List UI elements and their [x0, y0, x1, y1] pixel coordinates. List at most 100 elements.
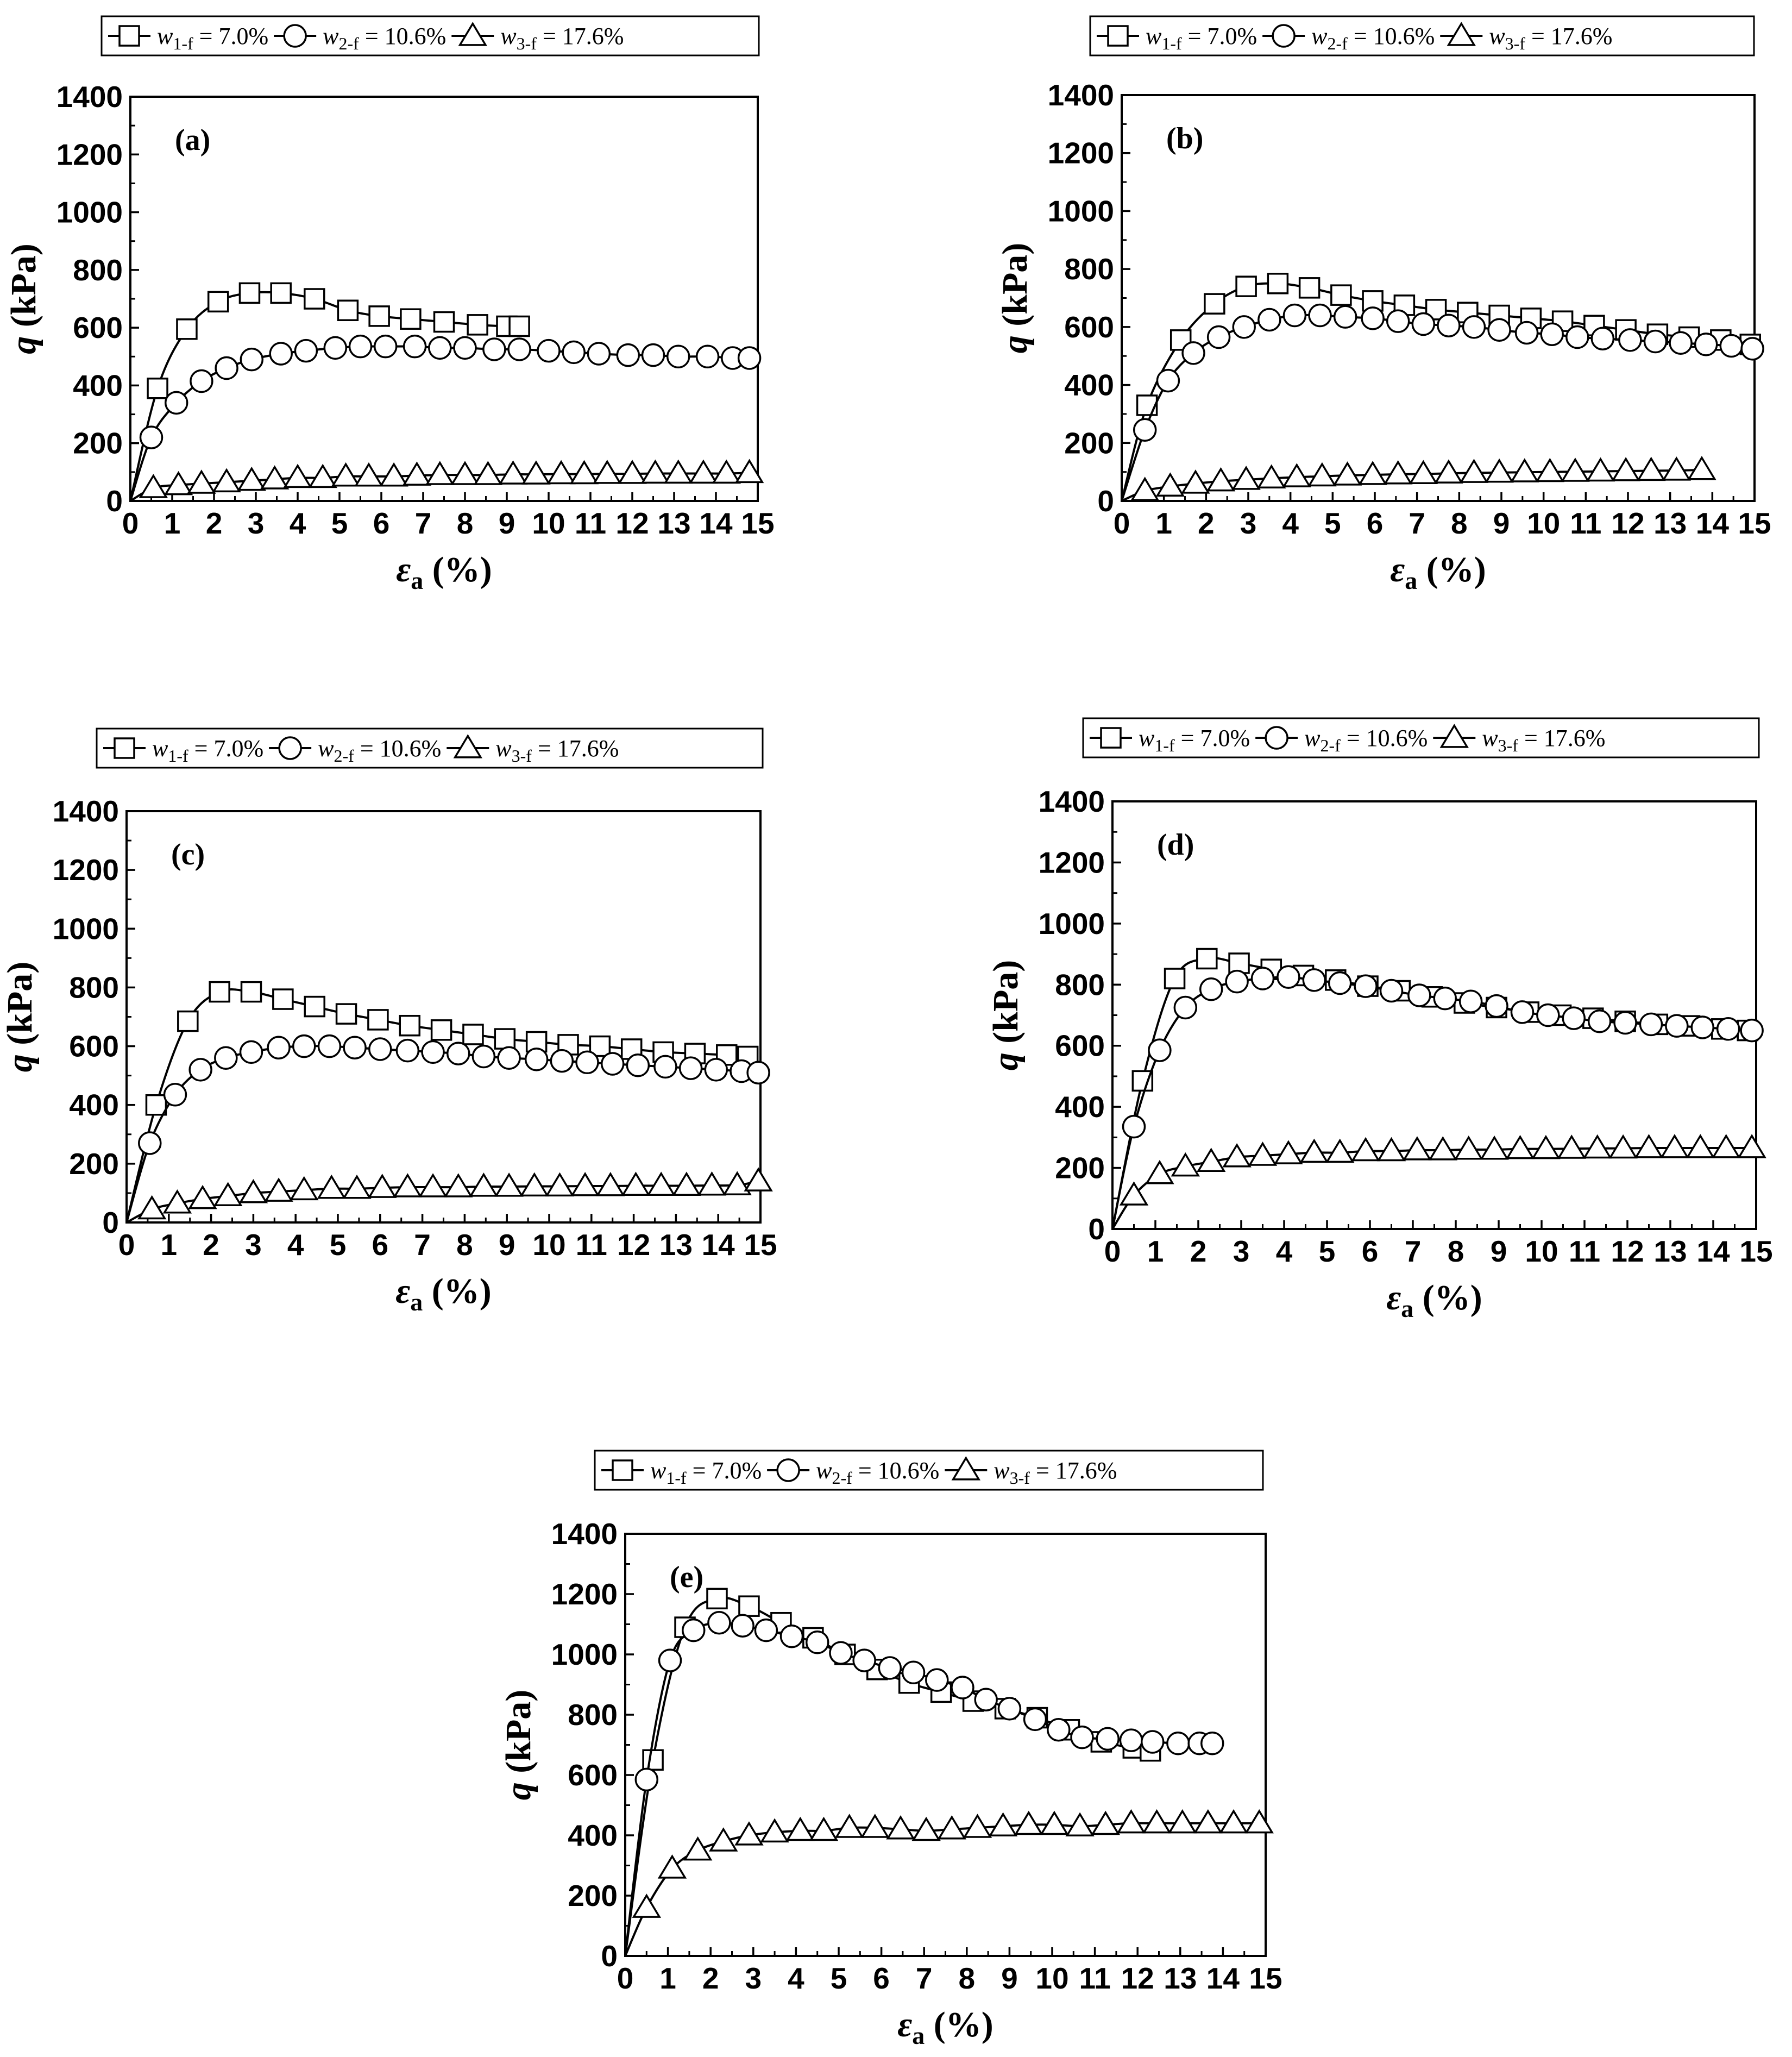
data-point [267, 1036, 291, 1060]
x-tick-label: 12 [1121, 1961, 1154, 1995]
data-point [663, 459, 693, 484]
data-point [1531, 1134, 1561, 1159]
y-tick-label: 0 [102, 1206, 119, 1239]
data-point [1023, 1707, 1047, 1732]
data-point [399, 1014, 421, 1037]
data-point [1332, 461, 1362, 486]
x-tick-label: 7 [415, 506, 432, 540]
data-point [188, 1058, 212, 1082]
data-point [1611, 457, 1640, 481]
data-point [292, 1034, 316, 1058]
legend-marker [1107, 25, 1129, 47]
series-markers-3 [1130, 456, 1716, 501]
data-point [139, 474, 168, 498]
data-point [1434, 459, 1463, 484]
data-point [925, 1668, 949, 1692]
data-point [1608, 1134, 1638, 1159]
data-point [473, 461, 503, 485]
series-markers-2 [1122, 965, 1764, 1139]
data-point [498, 460, 528, 485]
series-markers-2 [1133, 303, 1764, 442]
w3-f-legend: w3-f = 17.6% [1433, 724, 1605, 755]
legend-label: w2-f = 10.6% [1304, 725, 1428, 755]
data-point [1277, 965, 1300, 989]
data-point [1116, 1809, 1146, 1834]
x-tick-label: 6 [372, 1228, 389, 1262]
x-tick-label: 13 [657, 506, 690, 540]
data-point [738, 1595, 760, 1617]
data-point [1333, 305, 1357, 329]
legend-label: w1-f = 7.0% [1146, 23, 1257, 53]
data-point [1454, 1135, 1483, 1160]
data-point [304, 995, 325, 1018]
data-point [323, 336, 348, 360]
y-tick-label: 1400 [56, 80, 123, 114]
y-tick-label: 600 [1064, 310, 1114, 344]
data-point [1719, 334, 1744, 358]
legend-marker [1447, 22, 1476, 46]
data-point [240, 347, 264, 372]
data-point [507, 337, 531, 361]
data-point [1361, 306, 1385, 330]
w2-f-legend: w2-f = 10.6% [1262, 23, 1435, 53]
data-point [1136, 394, 1158, 416]
data-point [425, 461, 455, 485]
x-tick-label: 3 [245, 1228, 262, 1262]
legend-frame [96, 728, 764, 769]
data-point [746, 1061, 770, 1084]
data-point [1409, 460, 1438, 485]
x-tick-label: 7 [1405, 1234, 1422, 1268]
data-point [1145, 1159, 1174, 1184]
data-point [1142, 1809, 1172, 1834]
x-tick-label: 15 [1739, 1234, 1772, 1268]
data-point [1384, 460, 1413, 485]
data-point [520, 1172, 549, 1197]
data-point [860, 1814, 890, 1838]
data-point [1618, 328, 1642, 352]
data-point [433, 311, 455, 333]
data-point [1428, 1136, 1458, 1161]
legend-marker [1100, 727, 1122, 749]
x-tick-label: 12 [1611, 506, 1644, 540]
x-tick-label: 1 [161, 1228, 178, 1262]
data-point [546, 460, 576, 485]
x-tick-label: 5 [330, 1228, 347, 1262]
data-point [1257, 464, 1286, 489]
x-tick-label: 1 [164, 506, 181, 540]
data-point [829, 1641, 853, 1665]
series-markers-2 [634, 1610, 1224, 1792]
x-tick-label: 3 [1240, 506, 1257, 540]
data-point [1379, 979, 1404, 1003]
data-point [1590, 327, 1615, 350]
data-point [951, 1676, 974, 1699]
data-point [335, 1003, 357, 1025]
data-point [562, 340, 586, 365]
data-point [1565, 325, 1589, 349]
data-point [1587, 1009, 1612, 1033]
data-point [1222, 1143, 1252, 1168]
data-point [494, 1028, 516, 1050]
w2-f-legend: w2-f = 10.6% [269, 735, 441, 766]
x-axis-title: εa (%) [897, 2005, 994, 2049]
x-tick-label: 15 [741, 506, 774, 540]
data-point [1299, 1138, 1329, 1163]
data-point [657, 1854, 687, 1879]
x-tick-label: 12 [615, 506, 649, 540]
data-point [1485, 458, 1514, 483]
data-point [1737, 1134, 1766, 1158]
legend-frame [100, 15, 760, 57]
x-tick-label: 10 [532, 1228, 565, 1262]
data-point [937, 1815, 967, 1840]
plot-frame [125, 810, 762, 1224]
y-tick-label: 400 [73, 368, 123, 402]
y-tick-label: 200 [1055, 1151, 1105, 1185]
data-point [744, 1167, 773, 1191]
data-point [1140, 1730, 1165, 1754]
x-tick-label: 2 [702, 1961, 719, 1995]
x-tick-label: 13 [1164, 1961, 1197, 1995]
legend-label: w2-f = 10.6% [816, 1457, 939, 1488]
data-point [164, 391, 188, 415]
panel-label: (b) [1166, 122, 1203, 155]
data-point [1206, 467, 1236, 492]
data-point [1148, 1038, 1172, 1062]
